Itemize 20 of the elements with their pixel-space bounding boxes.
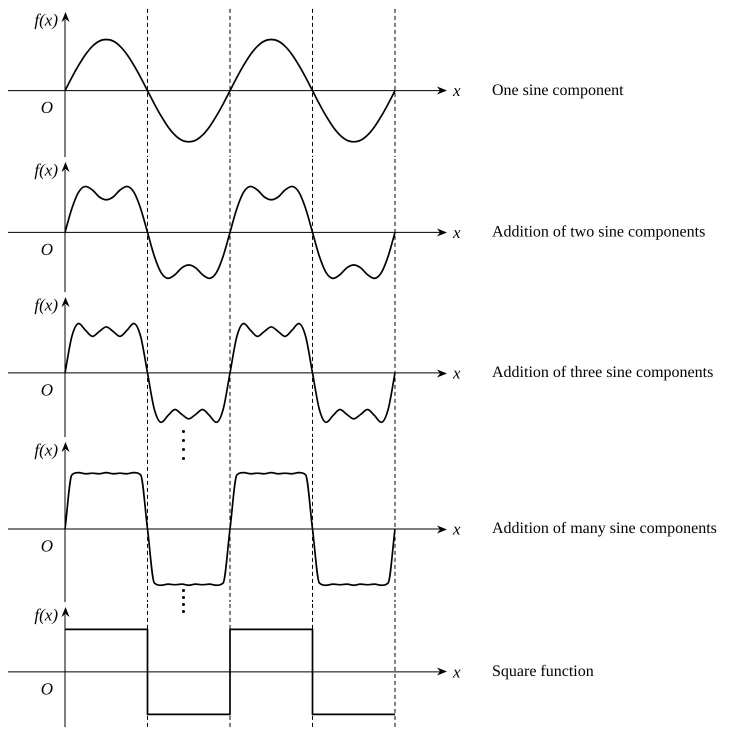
text: Addition of three sine components [492,364,714,382]
x-axis-title: x [452,519,461,538]
y-axis-title: f(x) [34,10,58,30]
annotation: O [40,679,53,698]
text: Addition of many sine components [492,520,717,538]
y-axis-title: f(x) [34,295,58,314]
text: Square function [492,663,594,680]
text: O [40,536,53,556]
text: One sine component [492,82,624,99]
x-axis-title: x [452,363,461,382]
y-axis-title: f(x) [34,605,58,624]
y-axis-title: f(x) [34,160,58,180]
text: O [40,380,53,400]
x-axis-title: x [452,222,461,242]
text: Addition of two sine components [492,224,706,241]
text: O [40,240,53,259]
x-axis-title: x [452,662,461,682]
x-axis-title: x [452,81,461,100]
y-axis-title: f(x) [34,440,58,460]
text: O [40,98,53,118]
